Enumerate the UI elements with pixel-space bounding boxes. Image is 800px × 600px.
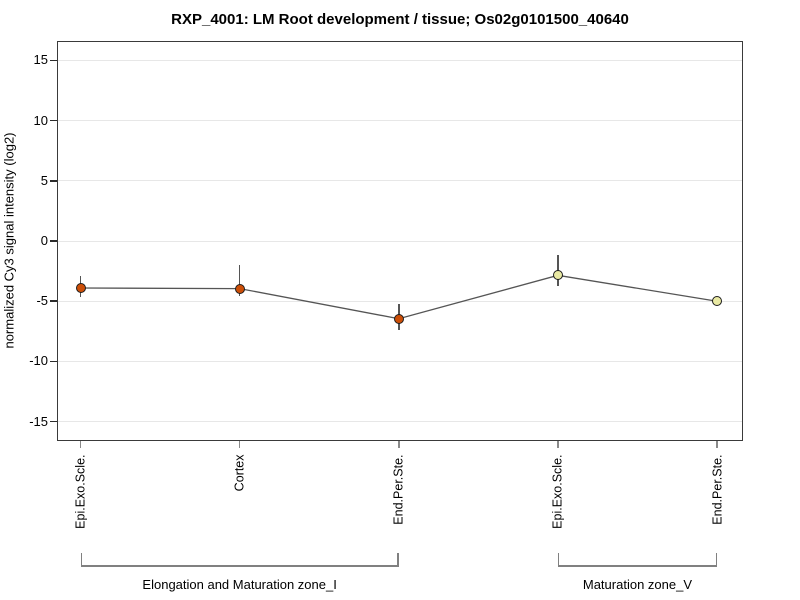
y-gridline	[57, 120, 743, 122]
y-tick-mark	[50, 240, 57, 242]
y-tick-mark	[50, 300, 57, 302]
y-tick-label: 0	[40, 233, 48, 248]
y-tick-label: -15	[29, 413, 48, 429]
error-bar	[238, 265, 241, 297]
y-gridline	[57, 300, 743, 302]
x-tick-mark	[79, 441, 82, 448]
chart-title: RXP_4001: LM Root development / tissue; …	[171, 11, 629, 28]
y-tick-mark	[50, 119, 57, 122]
y-gridline	[57, 180, 743, 182]
group-bracket	[80, 565, 399, 567]
group-label: Maturation zone_V	[582, 577, 692, 592]
y-tick-label: -10	[29, 353, 48, 369]
y-gridline	[57, 59, 743, 61]
y-tick-label: -5	[36, 293, 48, 309]
x-tick-mark	[238, 441, 241, 448]
data-point-marker	[234, 283, 245, 294]
data-point-marker	[552, 270, 563, 281]
y-tick-label: 15	[33, 52, 48, 68]
y-tick-mark	[50, 420, 57, 423]
x-tick-mark	[716, 441, 718, 448]
data-point-marker	[393, 313, 404, 324]
x-tick-mark	[557, 441, 559, 448]
data-point-marker	[75, 282, 86, 293]
group-bracket-end	[557, 553, 560, 566]
group-bracket-end	[715, 553, 717, 566]
y-tick-mark	[50, 180, 57, 182]
y-tick-label: 5	[40, 172, 48, 188]
x-tick-mark	[398, 441, 400, 448]
y-gridline	[57, 240, 743, 242]
group-bracket-end	[397, 553, 399, 566]
y-tick-label: 10	[33, 112, 48, 128]
data-point-marker	[712, 296, 722, 307]
y-gridline	[57, 360, 743, 362]
group-label: Elongation and Maturation zone_I	[142, 577, 337, 592]
y-gridline	[57, 421, 743, 423]
group-bracket-end	[80, 553, 83, 566]
plot-frame	[57, 41, 743, 441]
y-tick-mark	[50, 360, 57, 363]
y-tick-mark	[50, 59, 57, 62]
group-bracket	[557, 565, 717, 567]
